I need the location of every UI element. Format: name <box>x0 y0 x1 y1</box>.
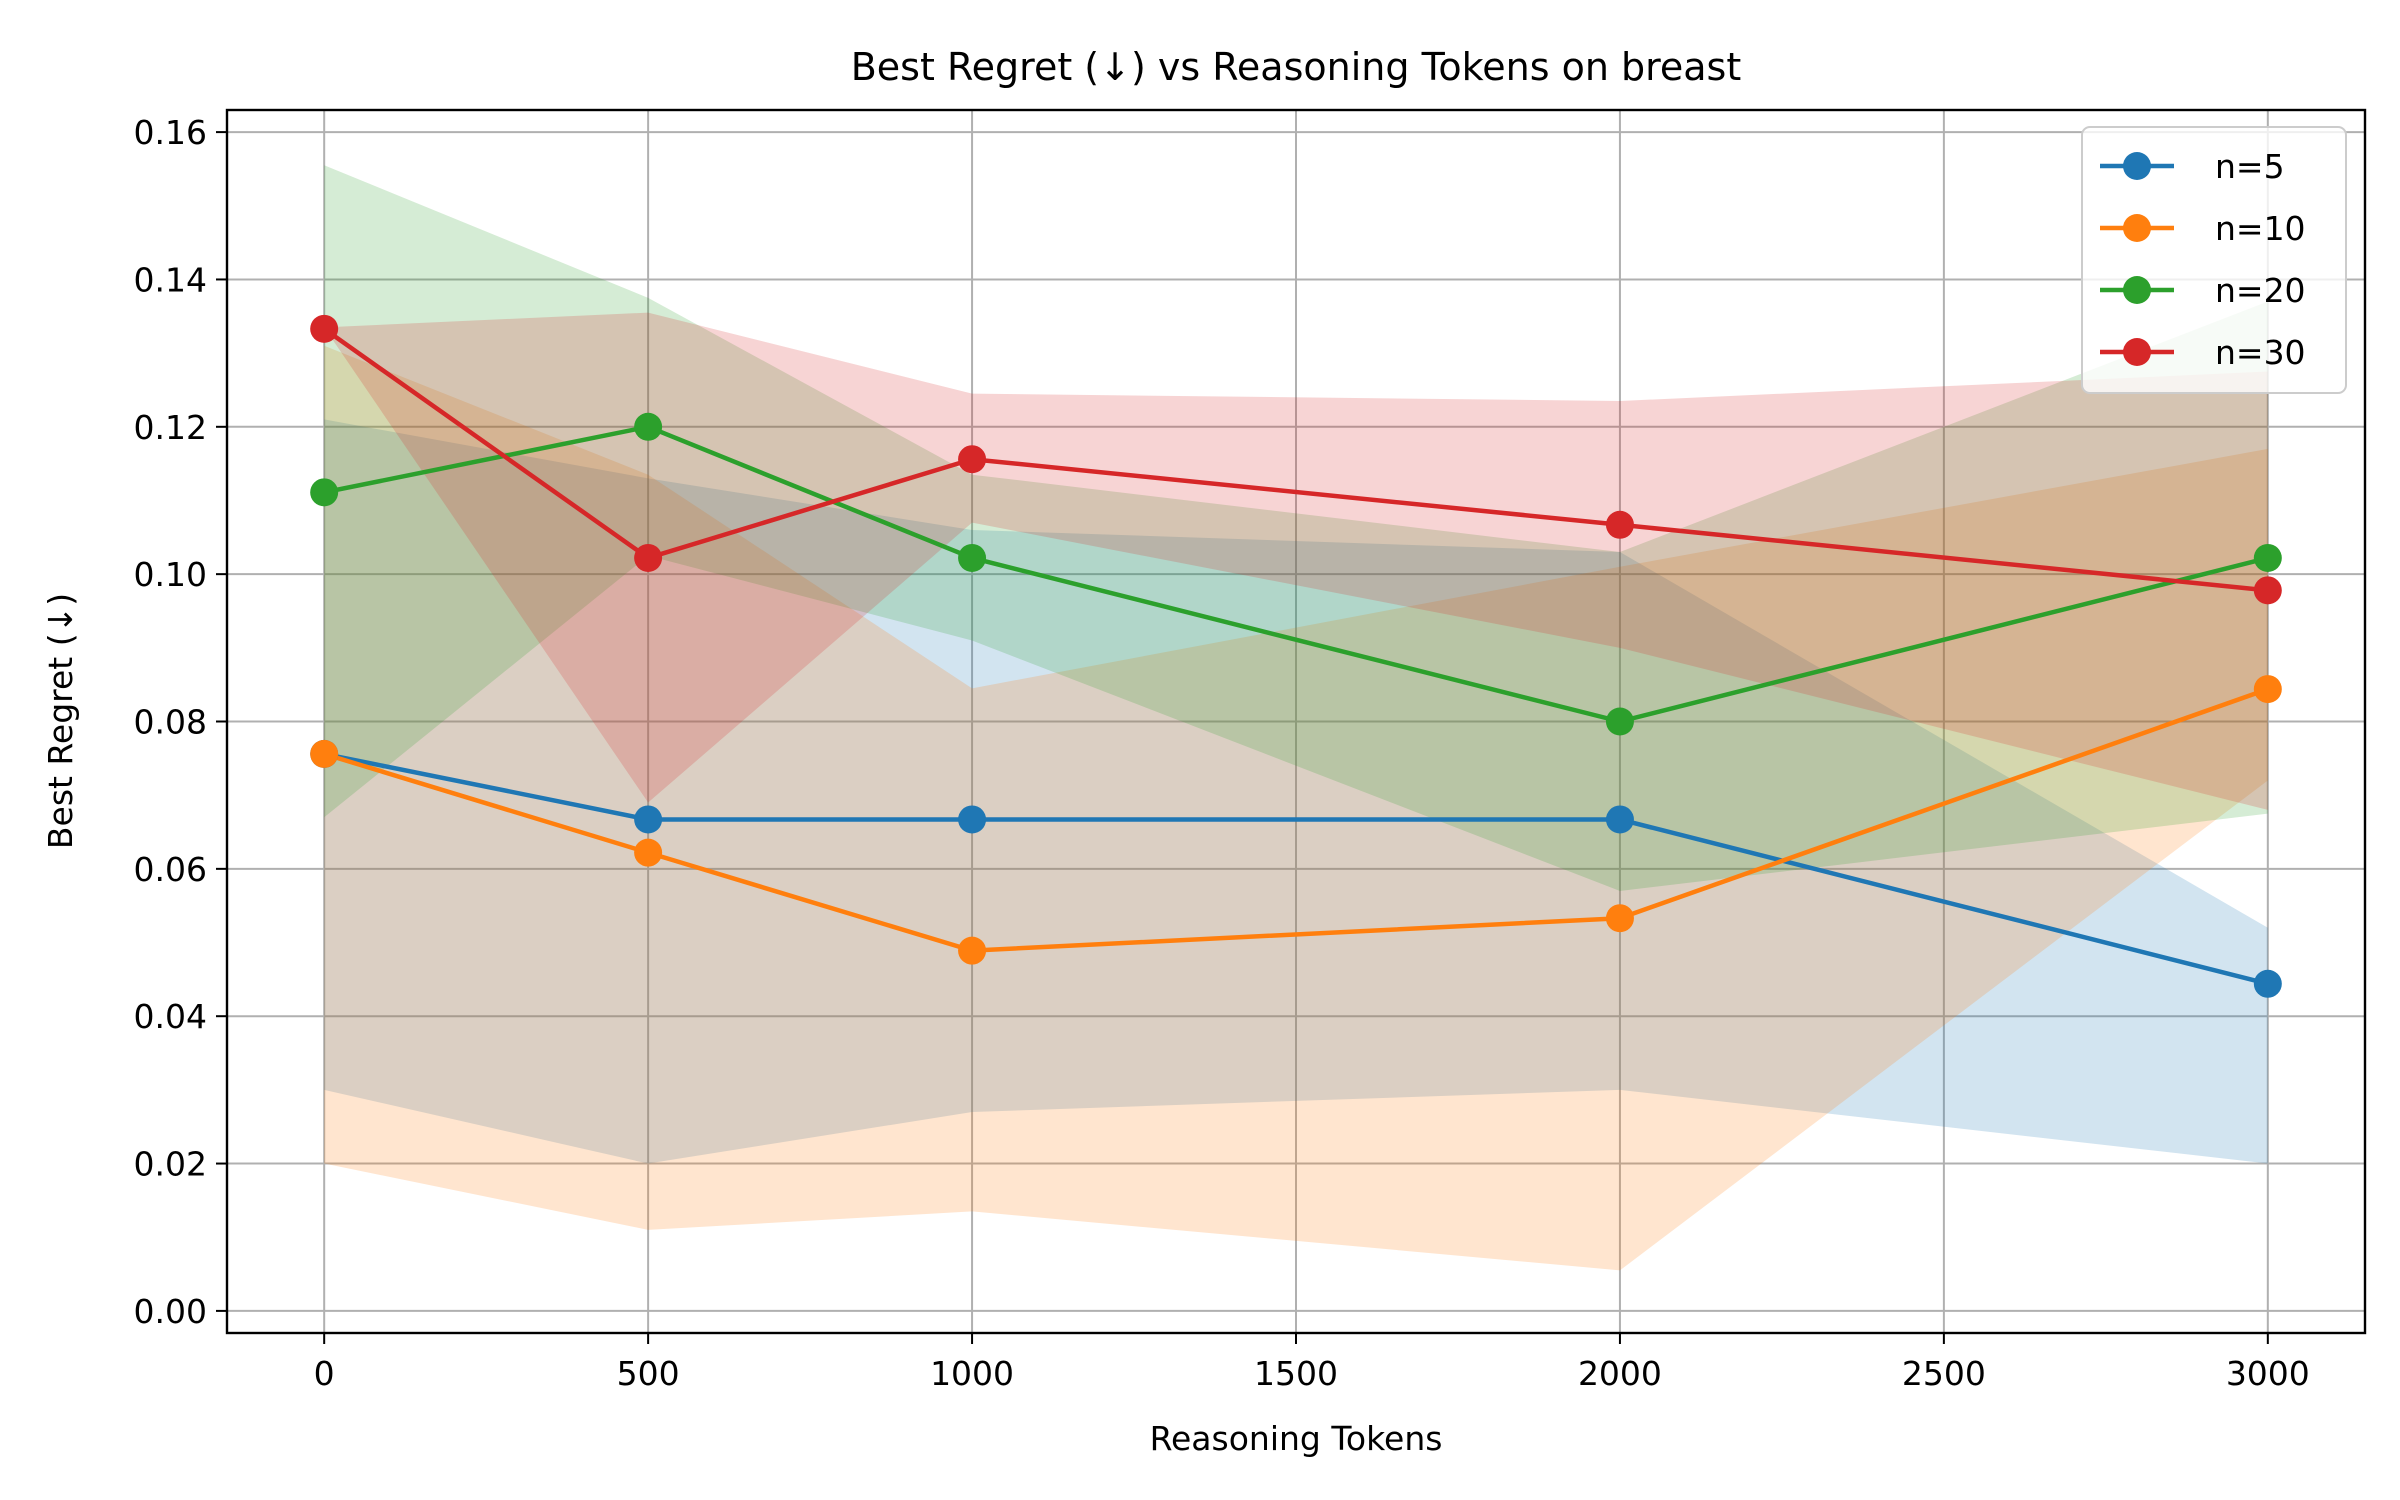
y-tick-label: 0.12 <box>134 408 207 447</box>
y-tick-label: 0.06 <box>134 850 207 889</box>
point-n=30 <box>2253 576 2282 605</box>
confidence-bands <box>324 165 2268 1271</box>
y-tick-label: 0.02 <box>134 1145 207 1184</box>
x-tick-label: 2500 <box>1902 1354 1986 1393</box>
point-n=30 <box>958 445 987 474</box>
x-tick-label: 0 <box>314 1354 335 1393</box>
legend-label-n=5: n=5 <box>2215 147 2285 186</box>
y-axis-label: Best Regret (↓) <box>41 593 80 849</box>
x-axis-ticks: 0 500 1000 1500 2000 2500 3000 <box>314 1333 2310 1393</box>
legend: n=5 n=10 n=20 n=30 <box>2081 126 2347 394</box>
point-n=30 <box>310 314 339 343</box>
point-n=10 <box>1605 904 1634 933</box>
legend-marker-n=20 <box>2123 276 2151 304</box>
point-n=10 <box>958 936 987 965</box>
x-tick-label: 1000 <box>930 1354 1014 1393</box>
legend-marker-n=10 <box>2123 214 2151 242</box>
point-n=20 <box>958 543 987 572</box>
y-tick-label: 0.00 <box>134 1292 207 1331</box>
y-tick-label: 0.10 <box>134 555 207 594</box>
x-tick-label: 2000 <box>1578 1354 1662 1393</box>
point-n=5 <box>1605 805 1634 834</box>
band-n=20 <box>324 165 2268 891</box>
legend-label-n=30: n=30 <box>2215 333 2306 372</box>
y-tick-label: 0.16 <box>134 113 207 152</box>
point-n=5 <box>958 805 987 834</box>
legend-label-n=10: n=10 <box>2215 209 2306 248</box>
legend-marker-n=30 <box>2123 338 2151 366</box>
point-n=5 <box>2253 969 2282 998</box>
grid-lines <box>227 110 2365 1333</box>
point-n=10 <box>634 838 663 867</box>
band-n=10 <box>324 345 2268 1271</box>
series-markers <box>310 314 2282 998</box>
x-tick-label: 1500 <box>1254 1354 1338 1393</box>
point-n=20 <box>634 412 663 441</box>
x-axis-label: Reasoning Tokens <box>1150 1419 1443 1458</box>
point-n=5 <box>634 805 663 834</box>
x-tick-label: 3000 <box>2226 1354 2310 1393</box>
legend-marker-n=5 <box>2123 152 2151 180</box>
chart-title: Best Regret (↓) vs Reasoning Tokens on b… <box>851 45 1742 89</box>
x-tick-label: 500 <box>617 1354 680 1393</box>
point-n=10 <box>310 739 339 768</box>
y-tick-label: 0.04 <box>134 997 207 1036</box>
point-n=30 <box>1605 510 1634 539</box>
y-tick-label: 0.08 <box>134 703 207 742</box>
point-n=20 <box>310 478 339 507</box>
y-axis-ticks: 0.00 0.02 0.04 0.06 0.08 0.10 0.12 0.14 0.16 <box>134 113 227 1331</box>
legend-label-n=20: n=20 <box>2215 271 2306 310</box>
band-n=30 <box>324 312 2268 810</box>
point-n=10 <box>2253 675 2282 704</box>
y-tick-label: 0.14 <box>134 260 207 299</box>
point-n=30 <box>634 543 663 572</box>
band-n=5 <box>324 419 2268 1164</box>
legend-box <box>2081 126 2347 394</box>
point-n=20 <box>2253 543 2282 572</box>
point-n=20 <box>1605 707 1634 736</box>
